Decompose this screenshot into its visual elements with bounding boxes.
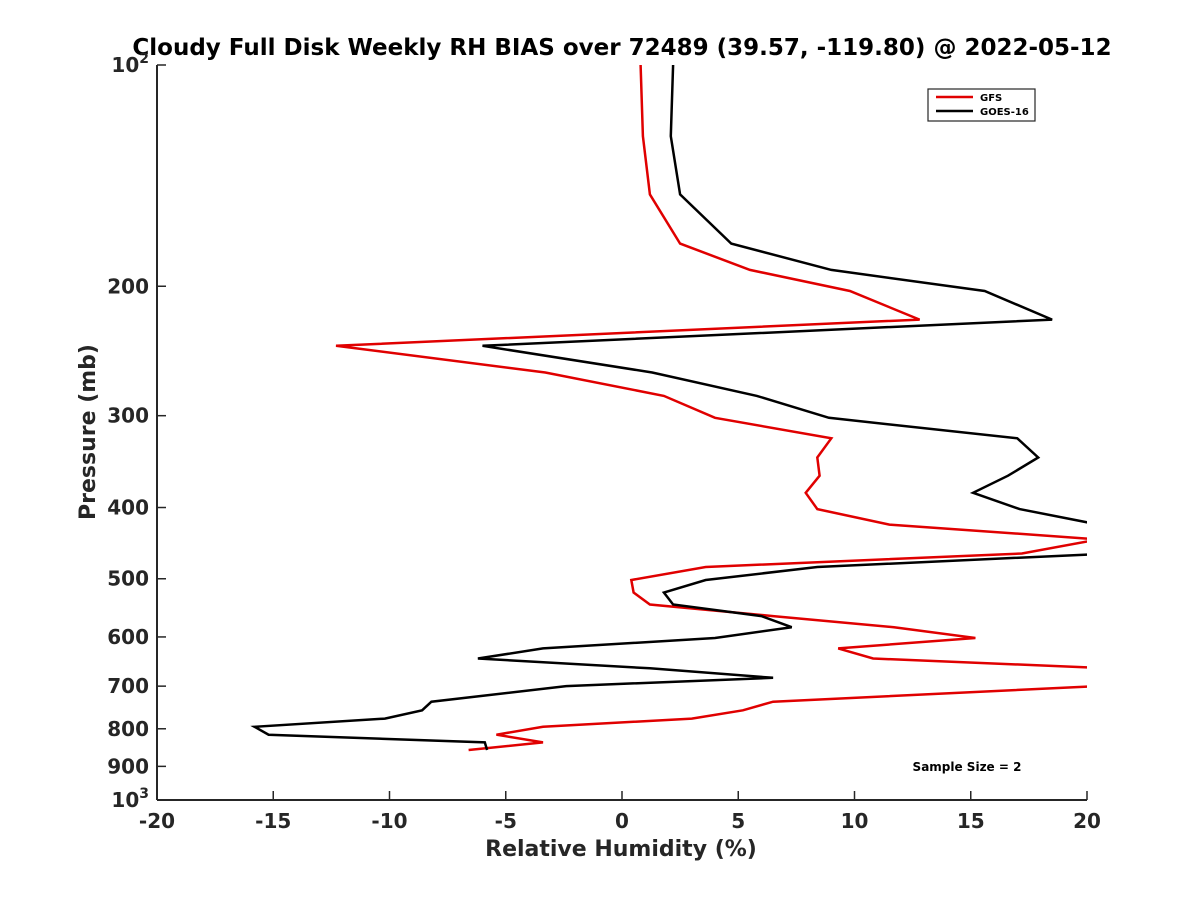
y-tick-label: 700 xyxy=(107,674,149,698)
series-line-gfs xyxy=(335,65,1087,752)
x-tick-label: 0 xyxy=(615,809,629,833)
x-tick-label: 5 xyxy=(731,809,745,833)
y-tick-label: 200 xyxy=(107,274,149,298)
legend-label: GOES-16 xyxy=(980,107,1029,118)
legend-label: GFS xyxy=(980,93,1002,104)
x-tick-label: 10 xyxy=(841,809,869,833)
y-tick-label: 300 xyxy=(107,404,149,428)
x-tick-label: -10 xyxy=(371,809,407,833)
y-tick-label: 400 xyxy=(107,496,149,520)
y-axis-label: Pressure (mb) xyxy=(76,344,101,520)
chart-title: Cloudy Full Disk Weekly RH BIAS over 724… xyxy=(132,35,1111,61)
x-tick-label: -20 xyxy=(139,809,175,833)
series-layer xyxy=(250,65,1087,752)
y-tick-label: 800 xyxy=(107,717,149,741)
sample-size-annotation: Sample Size = 2 xyxy=(913,760,1022,774)
y-tick-label: 500 xyxy=(107,567,149,591)
y-tick-label: 900 xyxy=(107,754,149,778)
y-tick-label: 102 xyxy=(111,51,149,77)
x-axis-label: Relative Humidity (%) xyxy=(485,837,757,862)
series-line-goes-16 xyxy=(250,65,1087,751)
legend-box xyxy=(927,88,1036,122)
x-tick-label: -5 xyxy=(495,809,517,833)
plot-axes: -20 -15 -10 -5 0 5 10 15 20 102 200 300 400 500 600 700… xyxy=(107,51,1101,833)
x-tick-label: 15 xyxy=(957,809,985,833)
x-tick-label: 20 xyxy=(1073,809,1101,833)
x-tick-label: -15 xyxy=(255,809,291,833)
legend: GFS GOES-16 xyxy=(927,88,1036,122)
y-tick-label: 600 xyxy=(107,625,149,649)
